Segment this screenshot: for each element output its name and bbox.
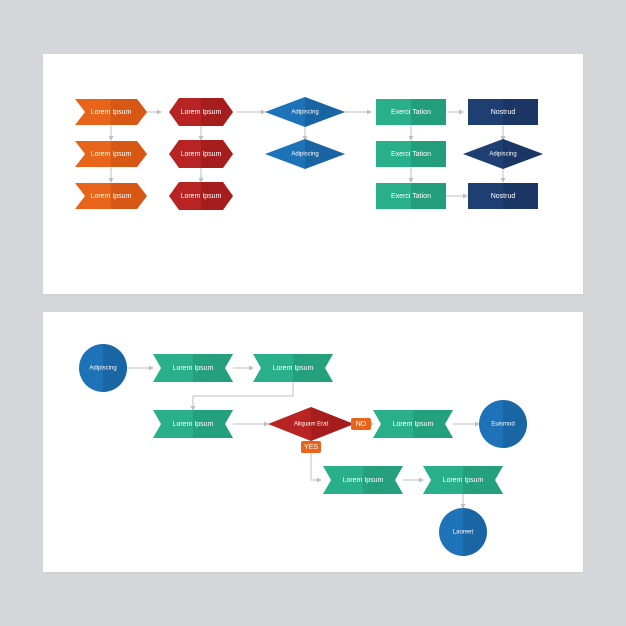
svg-text:Lorem Ipsum: Lorem Ipsum [393, 421, 434, 428]
svg-text:Exerci Tation: Exerci Tation [391, 151, 431, 158]
svg-text:Exerci Tation: Exerci Tation [391, 109, 431, 116]
svg-text:Lorem Ipsum: Lorem Ipsum [91, 193, 132, 200]
flowchart-bottom: Adipiscing Lorem Ipsum Lorem Ipsum Lorem Ip… [43, 312, 583, 572]
svg-text:Lorem Ipsum: Lorem Ipsum [173, 365, 214, 372]
svg-text:Adipiscing: Adipiscing [291, 152, 318, 158]
svg-text:Nostrud: Nostrud [491, 193, 516, 200]
svg-text:Lorem Ipsum: Lorem Ipsum [181, 193, 222, 200]
flowchart-top: Lorem Ipsum Lorem Ipsum Lorem Ipsum Lorem I… [43, 54, 583, 294]
flowchart-panel-top: Lorem Ipsum Lorem Ipsum Lorem Ipsum Lorem I… [43, 54, 583, 294]
svg-text:Laoreet: Laoreet [453, 530, 474, 536]
svg-text:YES: YES [304, 444, 318, 451]
svg-text:Lorem Ipsum: Lorem Ipsum [91, 151, 132, 158]
svg-text:Lorem Ipsum: Lorem Ipsum [181, 109, 222, 116]
svg-text:Lorem Ipsum: Lorem Ipsum [181, 151, 222, 158]
svg-text:Lorem Ipsum: Lorem Ipsum [273, 365, 314, 372]
flowchart-panel-bottom: Adipiscing Lorem Ipsum Lorem Ipsum Lorem Ip… [43, 312, 583, 572]
svg-text:Lorem Ipsum: Lorem Ipsum [91, 109, 132, 116]
svg-text:Euismod: Euismod [491, 422, 514, 428]
svg-text:NO: NO [356, 421, 367, 428]
svg-text:Adipiscing: Adipiscing [489, 152, 516, 158]
svg-text:Lorem Ipsum: Lorem Ipsum [343, 477, 384, 484]
svg-text:Lorem Ipsum: Lorem Ipsum [443, 477, 484, 484]
svg-text:Aliquam Erat: Aliquam Erat [294, 422, 329, 428]
svg-text:Exerci Tation: Exerci Tation [391, 193, 431, 200]
svg-text:Adipiscing: Adipiscing [291, 110, 318, 116]
svg-text:Adipiscing: Adipiscing [89, 366, 116, 372]
svg-text:Nostrud: Nostrud [491, 109, 516, 116]
svg-text:Lorem Ipsum: Lorem Ipsum [173, 421, 214, 428]
connector [193, 382, 293, 410]
